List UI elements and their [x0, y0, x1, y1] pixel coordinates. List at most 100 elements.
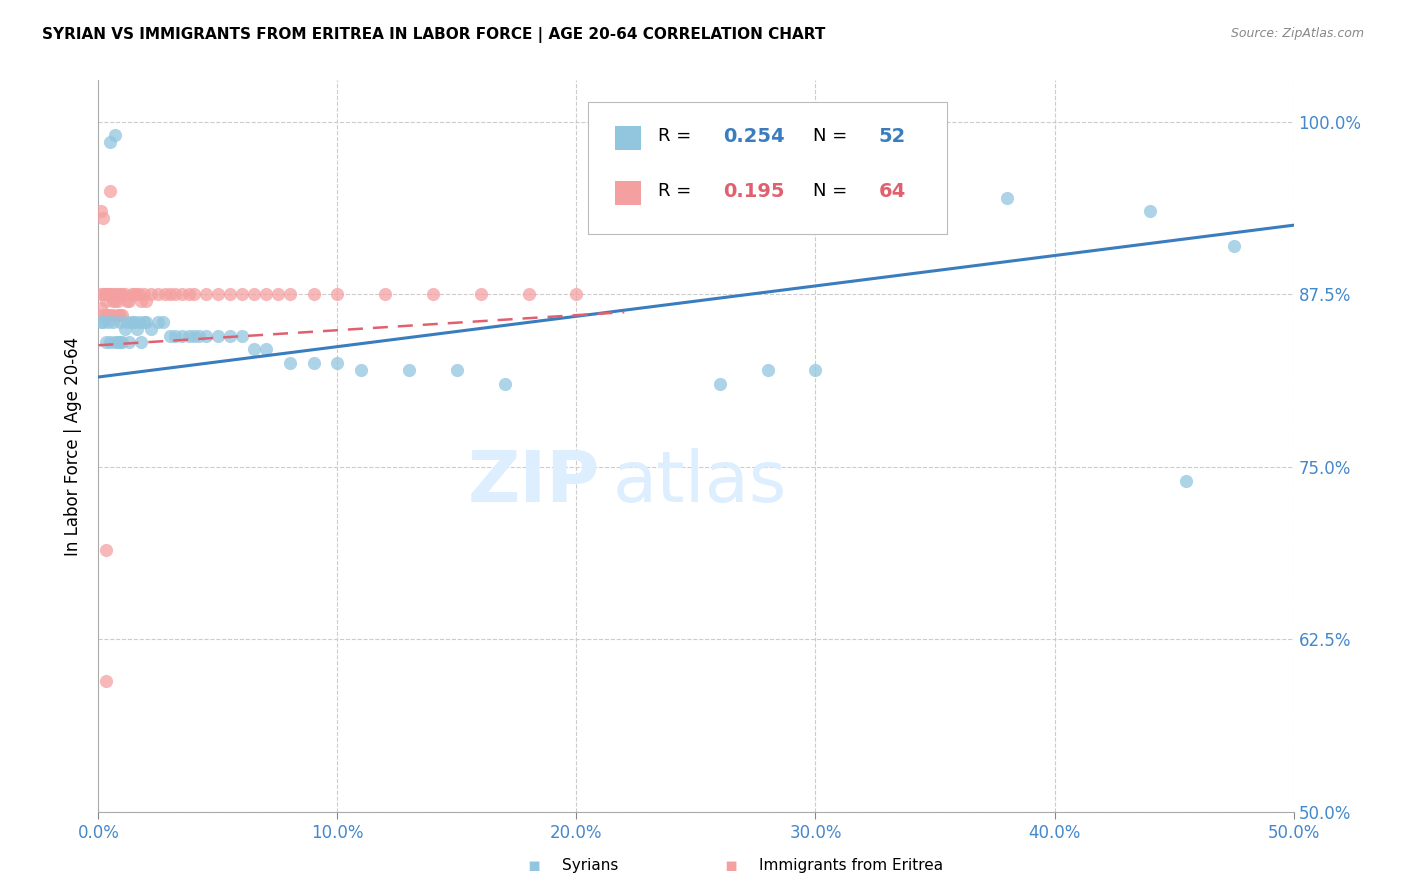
Syrians [131, 335, 153, 350]
Syrians [97, 315, 120, 329]
Immigrants from Eritrea [115, 294, 138, 309]
Immigrants from Eritrea [135, 294, 157, 309]
Immigrants from Eritrea [94, 308, 117, 322]
Immigrants from Eritrea [172, 287, 194, 301]
Syrians [183, 328, 205, 343]
Syrians [98, 335, 122, 350]
Syrians [132, 315, 155, 329]
Text: Source: ZipAtlas.com: Source: ZipAtlas.com [1230, 27, 1364, 40]
Immigrants from Eritrea [98, 287, 122, 301]
Syrians [108, 315, 131, 329]
Immigrants from Eritrea [107, 308, 129, 322]
Syrians [128, 315, 150, 329]
Immigrants from Eritrea [124, 287, 146, 301]
FancyBboxPatch shape [589, 103, 948, 234]
Syrians [125, 321, 148, 335]
Immigrants from Eritrea [98, 287, 122, 301]
Syrians [187, 328, 209, 343]
Immigrants from Eritrea [148, 287, 170, 301]
Syrians [107, 335, 129, 350]
Syrians [231, 328, 253, 343]
Syrians [104, 335, 127, 350]
Immigrants from Eritrea [163, 287, 186, 301]
Immigrants from Eritrea [94, 294, 117, 309]
Immigrants from Eritrea [94, 308, 117, 322]
Text: Immigrants from Eritrea: Immigrants from Eritrea [759, 858, 943, 872]
Immigrants from Eritrea [104, 287, 127, 301]
Syrians [1175, 474, 1198, 488]
Syrians [398, 363, 420, 377]
Text: 0.195: 0.195 [724, 182, 785, 201]
Immigrants from Eritrea [97, 308, 120, 322]
Immigrants from Eritrea [179, 287, 201, 301]
Immigrants from Eritrea [98, 184, 122, 198]
Text: R =: R = [658, 183, 697, 201]
Immigrants from Eritrea [159, 287, 181, 301]
Immigrants from Eritrea [517, 287, 540, 301]
Text: 52: 52 [879, 127, 905, 146]
Immigrants from Eritrea [108, 287, 131, 301]
Syrians [111, 335, 134, 350]
Syrians [90, 315, 112, 329]
Syrians [804, 363, 827, 377]
Immigrants from Eritrea [90, 301, 112, 315]
Immigrants from Eritrea [131, 294, 153, 309]
Y-axis label: In Labor Force | Age 20-64: In Labor Force | Age 20-64 [65, 336, 83, 556]
Immigrants from Eritrea [104, 294, 127, 309]
Immigrants from Eritrea [90, 204, 112, 219]
Immigrants from Eritrea [91, 287, 114, 301]
Syrians [195, 328, 218, 343]
Immigrants from Eritrea [207, 287, 229, 301]
Immigrants from Eritrea [97, 287, 120, 301]
Text: N =: N = [813, 183, 853, 201]
Syrians [104, 128, 127, 143]
Immigrants from Eritrea [91, 211, 114, 226]
Syrians [219, 328, 242, 343]
Text: SYRIAN VS IMMIGRANTS FROM ERITREA IN LABOR FORCE | AGE 20-64 CORRELATION CHART: SYRIAN VS IMMIGRANTS FROM ERITREA IN LAB… [42, 27, 825, 43]
Text: ▪: ▪ [527, 855, 541, 875]
Bar [614, 181, 641, 204]
Syrians [995, 191, 1018, 205]
Immigrants from Eritrea [111, 287, 134, 301]
Syrians [124, 315, 146, 329]
Immigrants from Eritrea [254, 287, 277, 301]
Immigrants from Eritrea [128, 287, 150, 301]
Immigrants from Eritrea [101, 287, 124, 301]
Immigrants from Eritrea [125, 287, 148, 301]
Syrians [278, 356, 301, 370]
Syrians [756, 363, 779, 377]
Immigrants from Eritrea [422, 287, 444, 301]
Syrians [139, 321, 162, 335]
Immigrants from Eritrea [231, 287, 253, 301]
Immigrants from Eritrea [155, 287, 177, 301]
Immigrants from Eritrea [267, 287, 290, 301]
Immigrants from Eritrea [195, 287, 218, 301]
Immigrants from Eritrea [111, 308, 134, 322]
Syrians [172, 328, 194, 343]
Syrians [350, 363, 373, 377]
Immigrants from Eritrea [108, 308, 131, 322]
Syrians [302, 356, 325, 370]
Text: ▪: ▪ [724, 855, 738, 875]
Text: ZIP: ZIP [468, 448, 600, 517]
Immigrants from Eritrea [278, 287, 301, 301]
Syrians [254, 343, 277, 357]
Text: 0.254: 0.254 [724, 127, 785, 146]
Immigrants from Eritrea [219, 287, 242, 301]
Syrians [118, 335, 141, 350]
Syrians [163, 328, 186, 343]
Text: N =: N = [813, 128, 853, 145]
Immigrants from Eritrea [121, 287, 143, 301]
Syrians [135, 315, 157, 329]
Immigrants from Eritrea [94, 673, 117, 688]
Immigrants from Eritrea [114, 287, 136, 301]
Immigrants from Eritrea [101, 294, 124, 309]
Immigrants from Eritrea [90, 287, 112, 301]
Syrians [108, 335, 131, 350]
Immigrants from Eritrea [470, 287, 492, 301]
Immigrants from Eritrea [98, 308, 122, 322]
Syrians [98, 136, 122, 150]
Text: atlas: atlas [613, 448, 787, 517]
Syrians [101, 315, 124, 329]
Syrians [494, 376, 516, 391]
